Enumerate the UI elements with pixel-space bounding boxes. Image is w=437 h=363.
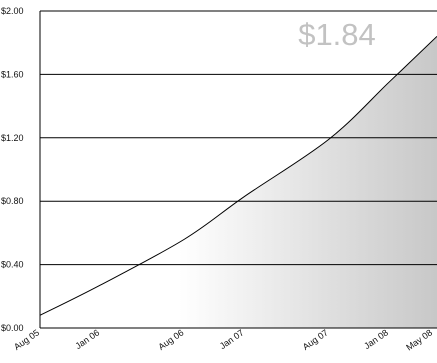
- y-tick-label: $1.20: [1, 133, 24, 143]
- area-fill: [40, 36, 437, 329]
- x-tick-label: Aug 07: [301, 327, 330, 352]
- series-line: [39, 35, 437, 316]
- x-tick-label: Jan 07: [218, 327, 246, 351]
- x-tick-label: May 08: [404, 327, 434, 352]
- y-tick-label: $0.80: [1, 196, 24, 206]
- x-tick-label: Aug 06: [156, 327, 185, 352]
- y-tick-label: $1.60: [1, 69, 24, 79]
- x-tick-label: Jan 08: [362, 327, 390, 351]
- y-tick-label: $2.00: [1, 6, 24, 16]
- y-tick-label: $0.00: [1, 323, 24, 333]
- current-value-label: $1.84: [298, 17, 376, 52]
- x-tick-label: Jan 06: [73, 327, 101, 351]
- y-tick-label: $0.40: [1, 260, 24, 270]
